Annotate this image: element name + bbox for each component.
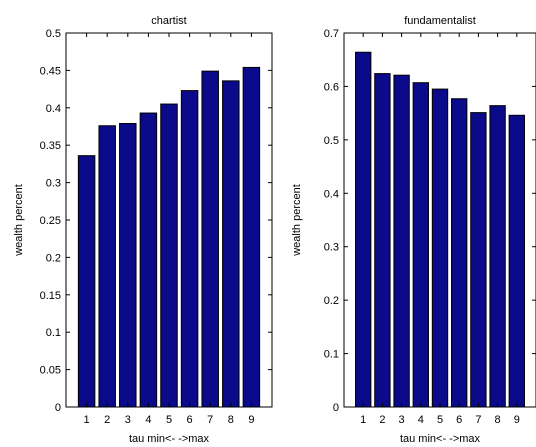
y-axis-label: wealth percent	[13, 184, 25, 257]
bar-9	[242, 66, 261, 408]
y-tick-label: 0.3	[324, 242, 339, 254]
y-tick-label: 0.1	[324, 349, 339, 361]
x-axis-label: tau min<- ->max	[400, 433, 481, 445]
bar-6	[451, 98, 468, 408]
x-tick-label: 8	[228, 414, 234, 426]
y-tick-label: 0.1	[46, 327, 61, 339]
x-tick-label: 9	[248, 414, 254, 426]
y-tick-label: 0.15	[40, 290, 61, 302]
bar-5	[160, 103, 178, 408]
bar-7	[201, 70, 219, 408]
y-tick-label: 0.4	[46, 103, 61, 115]
bar-1	[355, 51, 372, 408]
x-tick-label: 8	[495, 414, 501, 426]
bar-9	[508, 114, 525, 408]
bar-2	[98, 125, 116, 408]
y-tick-label: 0.7	[324, 28, 339, 40]
x-tick-label: 6	[456, 414, 462, 426]
x-tick-label: 4	[418, 414, 424, 426]
x-axis-label: tau min<- ->max	[129, 433, 210, 445]
y-tick-label: 0.4	[324, 188, 339, 200]
y-tick-label: 0	[55, 402, 61, 414]
bar-3	[119, 123, 137, 408]
chart-title: chartist	[151, 15, 186, 27]
bar-6	[180, 90, 199, 408]
x-tick-label: 6	[187, 414, 193, 426]
y-tick-label: 0.5	[46, 28, 61, 40]
chart-title: fundamentalist	[404, 15, 476, 27]
y-tick-label: 0.05	[40, 365, 61, 377]
x-tick-label: 1	[84, 414, 90, 426]
y-tick-label: 0.6	[324, 81, 339, 93]
x-tick-label: 7	[207, 414, 213, 426]
bar-7	[470, 112, 487, 408]
bar-4	[139, 112, 158, 408]
bar-3	[393, 74, 410, 408]
x-tick-label: 3	[399, 414, 405, 426]
bar-8	[222, 80, 240, 408]
x-tick-label: 4	[145, 414, 151, 426]
y-tick-label: 0.2	[324, 295, 339, 307]
y-tick-label: 0.2	[46, 252, 61, 264]
bar-1	[77, 155, 96, 408]
x-tick-label: 5	[166, 414, 172, 426]
y-tick-label: 0.45	[40, 65, 61, 77]
y-tick-label: 0	[333, 402, 339, 414]
bar-2	[374, 73, 391, 408]
x-tick-label: 5	[437, 414, 443, 426]
bar-5	[431, 88, 449, 408]
x-tick-label: 9	[514, 414, 520, 426]
chartist-panel: 0 0.05 0.1 0.15 0.2 0.25 0.3 0.35 0.4 0.45 0.5 1 2 3 4…	[13, 15, 273, 445]
x-tick-label: 2	[104, 414, 110, 426]
bar-4	[412, 82, 429, 408]
y-tick-label: 0.5	[324, 135, 339, 147]
y-tick-label: 0.3	[46, 178, 61, 190]
bar-8	[489, 105, 506, 408]
x-tick-label: 1	[360, 414, 366, 426]
y-tick-label: 0.25	[40, 215, 61, 227]
x-tick-label: 3	[125, 414, 131, 426]
fundamentalist-panel: 0 0.1 0.2 0.3 0.4 0.5 0.6 0.7 1 2 3 4 5 6 7 8 9 fundament…	[291, 15, 536, 445]
y-axis-label: wealth percent	[291, 184, 303, 257]
y-tick-label: 0.35	[40, 140, 61, 152]
x-tick-label: 2	[379, 414, 385, 426]
x-tick-label: 7	[475, 414, 481, 426]
